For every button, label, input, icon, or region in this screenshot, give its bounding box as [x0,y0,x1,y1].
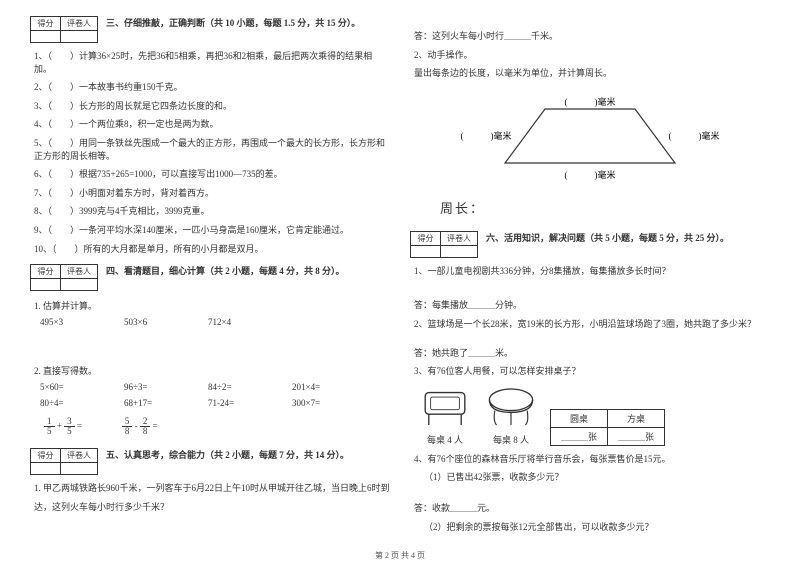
sec6-q3: 3、有76位客人用餐，可以怎样安排桌子？ [414,365,770,378]
frac-expr-2: 58 - 28 = [122,417,158,436]
sec4-frac-row: 15 + 35 = 58 - 28 = [44,417,390,436]
seat-h1: 圆桌 [551,409,608,427]
sec3-item-9: 9、（ ）一条河平均水深140厘米，一匹小马身高是160厘米，它肯定能通过。 [34,224,390,237]
desks-row: 每桌 4 人 每桌 8 人 圆桌 方桌 ＿＿＿张 [418,385,770,446]
svg-text:( )毫米: ( )毫米 [565,96,616,107]
sec4-estimate-row: 495×3 503×6 712×4 [40,317,390,327]
sec6-a1: 答：每集播放＿＿＿分钟。 [414,299,770,312]
trapezoid-svg: ( )毫米 ( )毫米 ( )毫米 ( )毫米 [450,91,730,186]
score-table: 得分评卷人 [30,16,98,43]
sec3-item-5: 5、（ ）用同一条铁丝先围成一个最大的正方形，再围成一个最大的长方形，长方形和正… [34,137,390,162]
sec3-item-8: 8、（ ）3999克与4千克相比，3999克重。 [34,205,390,218]
sec5-q1b: 达，这列火车每小时行多少千米？ [34,501,390,514]
score-box-sec6: 得分评卷人 六、活用知识，解决问题（共 5 小题，每题 5 分，共 25 分）。 [410,231,770,258]
round-desk: 每桌 8 人 [484,385,538,446]
round-desk-icon [484,385,538,429]
sec5-ans1: 答：这列火车每小时行＿＿＿千米。 [414,30,770,43]
sec3-item-1: 1、（ ）计算36×25时，先把36和5相乘，再把36和2相乘，最后把两次乘得的… [34,50,390,75]
frac-expr-1: 15 + 35 = [44,417,82,436]
desk4-label: 每桌 4 人 [418,433,472,446]
score-table-4: 得分评卷人 [30,264,98,291]
sec4-title: 四、看清题目，细心计算（共 2 小题，每题 4 分，共 8 分）。 [106,264,345,278]
square-desk: 每桌 4 人 [418,385,472,446]
sec6-q2: 2、篮球场是一个长28米，宽19米的长方形，小明沿篮球场跑了3圈，她共跑了多少米… [414,318,770,331]
score-box-sec4: 得分评卷人 四、看清题目，细心计算（共 2 小题，每题 4 分，共 8 分）。 [30,264,390,291]
score-box-sec5: 得分评卷人 五、认真思考，综合能力（共 2 小题，每题 7 分，共 14 分）。 [30,448,390,475]
score-box-sec3: 得分评卷人 三、仔细推敲，正确判断（共 10 小题，每题 1.5 分，共 15 … [30,16,390,43]
desk8-label: 每桌 8 人 [484,433,538,446]
sec6-q1: 1、一部儿童电视剧共336分钟，分8集播放，每集播放多长时间？ [414,265,770,278]
sec3-item-2: 2、（ ）一本故事书约重150千克。 [34,81,390,94]
svg-text:( )毫米: ( )毫米 [461,130,512,141]
sec3-title: 三、仔细推敲，正确判断（共 10 小题，每题 1.5 分，共 15 分）。 [106,16,360,30]
trapezoid-figure: ( )毫米 ( )毫米 ( )毫米 ( )毫米 [410,91,770,186]
sec4-sub2: 2. 直接写得数。 [34,364,390,377]
sec3-item-4: 4、（ ）一个两位乘8，积一定也是两为数。 [34,118,390,131]
svg-text:( )毫米: ( )毫米 [669,130,720,141]
calc-b: 503×6 [124,317,194,327]
calc-a: 495×3 [40,317,110,327]
perimeter-label: 周长： [440,198,770,217]
sec3-item-10: 10、（ ）所有的大月都是单月，所有的小月都是双月。 [34,243,390,256]
sec3-item-6: 6、（ ）根据735+265=1000，可以直接写出1000—735的差。 [34,168,390,181]
sec4-sub1: 1. 估算并计算。 [34,299,390,312]
sec3-item-3: 3、（ ）长方形的周长就是它四条边长度的和。 [34,100,390,113]
sec5-title: 五、认真思考，综合能力（共 2 小题，每题 7 分，共 14 分）。 [106,448,349,462]
sec5-q2t: 量出每条边的长度，以毫米为单位，并计算周长。 [414,67,770,80]
sec4-grid-row1: 5×60= 96÷3= 84÷2= 201×4= [40,382,390,392]
seat-h2: 方桌 [608,409,665,427]
square-desk-icon [418,385,472,429]
score-table-5: 得分评卷人 [30,448,98,475]
sec6-q4a: （1）已售出42张票，收款多少元？ [424,471,770,484]
sec5-q2: 2、动手操作。 [414,49,770,62]
sec6-q4: 4、有76个座位的森林音乐厅将举行音乐会，每张票售价是15元。 [414,453,770,466]
sec4-grid-row2: 80÷4= 68+17= 71-24= 300×7= [40,398,390,408]
score-h2: 评卷人 [61,17,98,31]
svg-text:( )毫米: ( )毫米 [565,169,616,180]
calc-c: 712×4 [208,317,278,327]
sec6-title: 六、活用知识，解决问题（共 5 小题，每题 5 分，共 25 分）。 [486,231,729,245]
page-footer: 第 2 页 共 4 页 [0,550,800,561]
seat-table: 圆桌 方桌 ＿＿＿张 ＿＿＿张 [550,409,665,446]
score-h1: 得分 [31,17,61,31]
sec6-a4a: 答：收款＿＿＿元。 [414,502,770,515]
sec6-q4b: （2）把剩余的票按每张12元全部售出，可以收款多少元？ [424,521,770,534]
score-table-6: 得分评卷人 [410,231,478,258]
sec6-a2: 答：她共跑了＿＿＿米。 [414,347,770,360]
sec5-q1a: 1. 甲乙两城铁路长960千米，一列客车于6月22日上午10时从甲城开往乙城，当… [34,482,390,495]
sec3-item-7: 7、（ ）小明面对着东方时，背对着西方。 [34,187,390,200]
